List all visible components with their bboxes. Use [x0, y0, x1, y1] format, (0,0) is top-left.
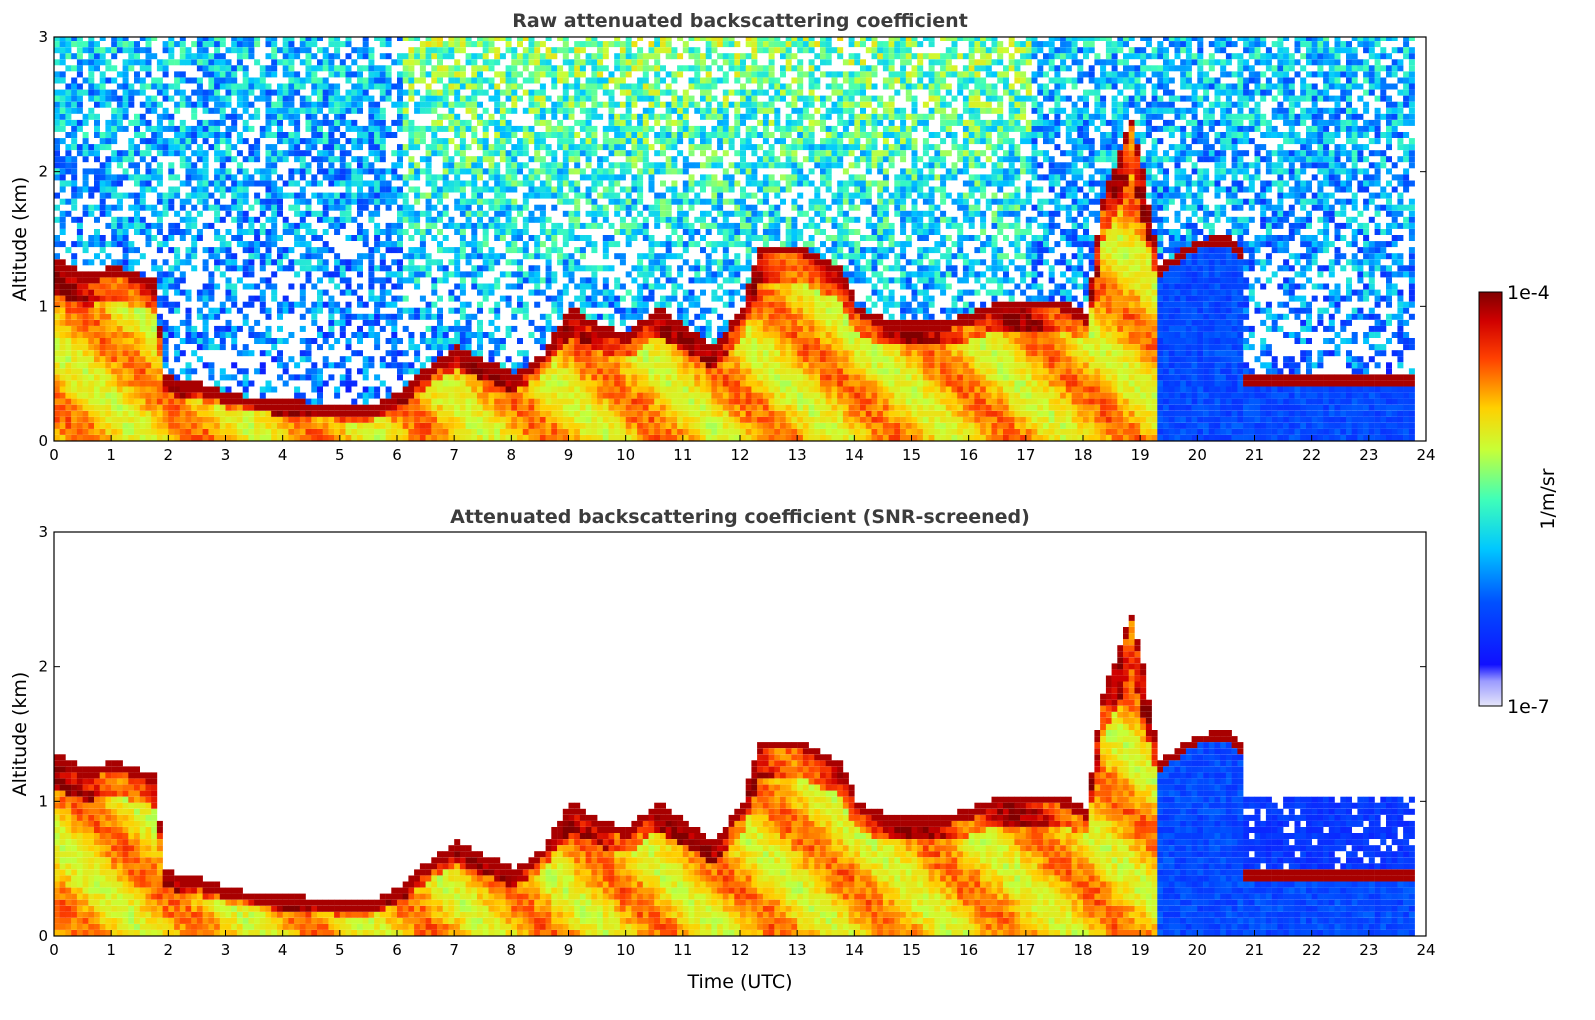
- x-tick-label: 6: [392, 446, 402, 464]
- x-tick-label: 11: [673, 446, 692, 464]
- x-tick-label: 16: [959, 446, 978, 464]
- x-tick-label: 21: [1245, 941, 1264, 959]
- panel-2-ticks: 0 1 2 3 4 5 6 7 8 9 10 11 12 13 14 15 16 17 18 19 20 21 22 23 24…: [38, 523, 1435, 959]
- x-tick-label: 7: [449, 446, 459, 464]
- x-tick-label: 0: [49, 446, 59, 464]
- x-tick-label: 14: [845, 446, 864, 464]
- colorbar-max-label: 1e-4: [1507, 282, 1550, 304]
- colorbar-gradient: [1478, 291, 1503, 707]
- x-tick-label: 19: [1131, 446, 1150, 464]
- x-tick-label: 1: [106, 941, 116, 959]
- x-tick-label: 1: [106, 446, 116, 464]
- panel-2-title: Attenuated backscattering coefficient (S…: [450, 506, 1030, 528]
- colorbar-min-label: 1e-7: [1507, 696, 1550, 718]
- x-tick-label: 22: [1302, 941, 1321, 959]
- x-tick-label: 17: [1016, 941, 1035, 959]
- x-tick-label: 23: [1359, 446, 1378, 464]
- x-tick-label: 20: [1188, 941, 1207, 959]
- x-tick-label: 15: [902, 941, 921, 959]
- x-tick-label: 13: [788, 446, 807, 464]
- x-tick-label: 19: [1131, 941, 1150, 959]
- x-tick-label: 21: [1245, 446, 1264, 464]
- panel-1-ticks: 0 1 2 3 4 5 6 7 8 9 10 11 12 13 14 15 16 17 18 19 20 21 22 23 24…: [38, 28, 1435, 464]
- panel-raw: Raw attenuated backscattering coefficien…: [9, 10, 1436, 464]
- y-tick-label: 0: [38, 927, 48, 945]
- x-tick-label: 16: [959, 941, 978, 959]
- x-tick-label: 12: [730, 941, 749, 959]
- x-tick-label: 23: [1359, 941, 1378, 959]
- x-tick-label: 9: [564, 941, 574, 959]
- panel-screened: Attenuated backscattering coefficient (S…: [9, 506, 1436, 993]
- x-tick-label: 4: [278, 941, 288, 959]
- y-tick-label: 1: [38, 297, 48, 315]
- x-tick-label: 24: [1416, 446, 1435, 464]
- y-tick-label: 3: [38, 523, 48, 541]
- x-tick-label: 7: [449, 941, 459, 959]
- panel-1-plot-area: [54, 37, 1415, 441]
- x-tick-label: 14: [845, 941, 864, 959]
- x-tick-label: 2: [164, 446, 174, 464]
- y-tick-label: 3: [38, 28, 48, 46]
- x-tick-label: 8: [507, 446, 517, 464]
- colorbar-unit-label: 1/m/sr: [1537, 468, 1559, 529]
- x-tick-label: 2: [164, 941, 174, 959]
- x-tick-label: 9: [564, 446, 574, 464]
- x-tick-label: 10: [616, 941, 635, 959]
- panel-1-ylabel: Altitude (km): [9, 177, 31, 302]
- x-tick-label: 13: [788, 941, 807, 959]
- panel-2-plot-area: [54, 614, 1415, 936]
- x-tick-label: 24: [1416, 941, 1435, 959]
- x-tick-label: 11: [673, 941, 692, 959]
- x-tick-label: 15: [902, 446, 921, 464]
- x-tick-label: 12: [730, 446, 749, 464]
- x-tick-label: 5: [335, 446, 345, 464]
- y-tick-label: 2: [38, 163, 48, 181]
- y-tick-label: 1: [38, 792, 48, 810]
- x-tick-label: 5: [335, 941, 345, 959]
- x-tick-label: 4: [278, 446, 288, 464]
- y-tick-label: 2: [38, 658, 48, 676]
- x-tick-label: 10: [616, 446, 635, 464]
- panel-1-title: Raw attenuated backscattering coefficien…: [512, 10, 968, 32]
- panel-2-xlabel: Time (UTC): [686, 971, 792, 993]
- x-tick-label: 3: [221, 446, 231, 464]
- x-tick-label: 20: [1188, 446, 1207, 464]
- x-tick-label: 6: [392, 941, 402, 959]
- colorbar: 1e-4 1e-7 1/m/sr: [1478, 282, 1559, 718]
- y-tick-label: 0: [38, 432, 48, 450]
- x-tick-label: 8: [507, 941, 517, 959]
- x-tick-label: 0: [49, 941, 59, 959]
- x-tick-label: 22: [1302, 446, 1321, 464]
- x-tick-label: 18: [1073, 941, 1092, 959]
- x-tick-label: 18: [1073, 446, 1092, 464]
- x-tick-label: 3: [221, 941, 231, 959]
- panel-2-ylabel: Altitude (km): [9, 672, 31, 797]
- x-tick-label: 17: [1016, 446, 1035, 464]
